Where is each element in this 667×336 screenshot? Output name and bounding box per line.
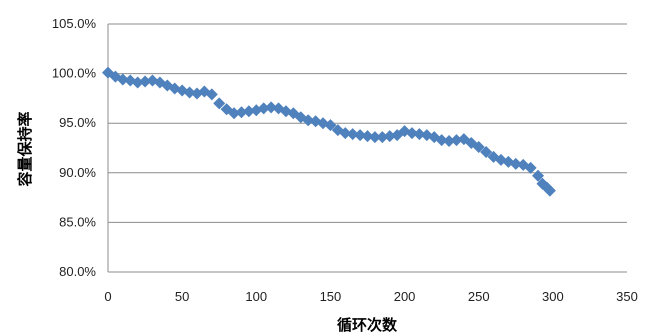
y-axis-title: 容量保持率 [16, 111, 34, 187]
x-tick-label: 300 [542, 289, 564, 304]
data-point [361, 130, 374, 143]
x-tick-label: 100 [245, 289, 267, 304]
data-point [131, 76, 144, 89]
data-point [376, 131, 389, 144]
data-point [543, 184, 556, 197]
data-point [383, 130, 396, 143]
data-point [242, 105, 255, 118]
data-point [213, 97, 226, 110]
data-point [235, 106, 248, 119]
y-tick-label: 95.0% [59, 115, 96, 130]
x-tick-label: 150 [320, 289, 342, 304]
data-point [532, 169, 545, 182]
y-tick-label: 100.0% [52, 66, 97, 81]
data-point [435, 134, 448, 147]
data-point [257, 102, 270, 115]
data-points [102, 66, 556, 197]
data-point [346, 128, 359, 141]
y-tick-label: 85.0% [59, 214, 96, 229]
x-axis-title: 循环次数 [337, 316, 398, 334]
data-point [354, 129, 367, 142]
data-point [405, 127, 418, 140]
data-point [324, 119, 337, 132]
data-point [205, 88, 218, 101]
data-point [368, 131, 381, 144]
x-tick-label: 200 [394, 289, 416, 304]
data-point [265, 101, 278, 114]
data-point [480, 145, 493, 158]
x-tick-label: 50 [175, 289, 189, 304]
x-tick-labels: 0 50 100 150 200 250 300 350 [104, 289, 637, 304]
y-tick-labels: 80.0% 85.0% 90.0% 95.0% 100.0% 105.0% [52, 16, 97, 279]
data-point [302, 114, 315, 127]
data-point [228, 107, 241, 120]
y-tick-label: 90.0% [59, 165, 96, 180]
data-point [139, 75, 152, 88]
x-tick-label: 350 [616, 289, 638, 304]
data-point [183, 86, 196, 99]
y-tick-label: 80.0% [59, 264, 96, 279]
y-tick-label: 105.0% [52, 16, 97, 31]
data-point [509, 157, 522, 170]
data-point [443, 135, 456, 148]
data-point [450, 134, 463, 147]
data-point [339, 127, 352, 140]
data-point [116, 73, 129, 86]
axes [107, 24, 627, 273]
data-point [413, 128, 426, 141]
data-point [524, 161, 537, 174]
x-tick-label: 0 [104, 289, 111, 304]
data-point [472, 141, 485, 154]
x-tick-label: 250 [468, 289, 490, 304]
